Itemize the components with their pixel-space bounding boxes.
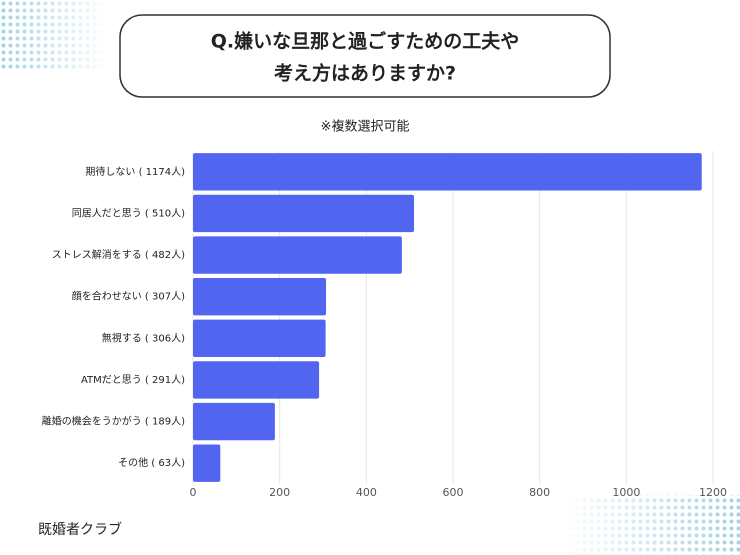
y-tick-label: ストレス解消をする ( 482人): [52, 248, 185, 261]
x-tick-label: 1000: [612, 486, 640, 499]
source: 既婚者クラブ: [38, 521, 122, 538]
bar: [193, 153, 702, 191]
x-tick-label: 600: [443, 486, 464, 499]
y-tick-label: 期待しない ( 1174人): [85, 165, 185, 178]
bar: [193, 236, 402, 274]
y-tick-label: 離婚の機会をうかがう ( 189人): [42, 415, 185, 428]
x-tick-label: 800: [529, 486, 550, 499]
bar: [193, 319, 326, 358]
y-tick-label: 無視する ( 306人): [102, 331, 185, 344]
x-tick-label: 200: [269, 486, 290, 499]
bar: [193, 277, 327, 316]
title-box: [119, 14, 611, 98]
decoration: [0, 0, 110, 70]
y-tick-label: ATMだと思う ( 291人): [81, 374, 185, 386]
bar: [193, 444, 221, 482]
chart-title: Q.嫌いな旦那と過ごすための工夫や: [211, 30, 520, 53]
bar: [193, 194, 414, 233]
y-tick-label: その他 ( 63人): [118, 456, 185, 469]
y-tick-label: 同居人だと思う ( 510人): [72, 207, 185, 219]
y-tick-label: 顔を合わせない ( 307人): [72, 290, 185, 303]
bar: [193, 361, 320, 399]
chart-subtitle: ※複数選択可能: [321, 119, 410, 135]
x-tick-label: 1200: [699, 486, 727, 499]
x-tick-label: 0: [190, 486, 197, 499]
bar: [193, 402, 275, 441]
chart-title: 考え方はありますか?: [274, 62, 456, 85]
x-tick-label: 400: [356, 486, 377, 499]
decoration: [560, 495, 740, 555]
